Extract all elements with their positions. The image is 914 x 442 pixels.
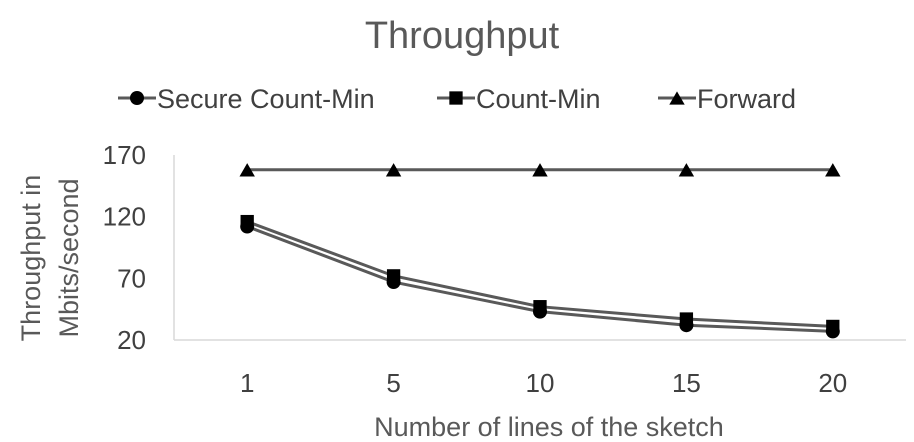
x-tick-label: 20 [818, 368, 847, 398]
x-tick-labels: 1 5 10 15 20 [240, 368, 847, 398]
legend-marker [449, 91, 463, 105]
data-point-marker [386, 269, 401, 283]
y-tick-labels: 20 70 120 170 [103, 140, 146, 355]
series-secure-count-min [240, 219, 840, 339]
y-axis-label-line-2: Mbits/second [54, 178, 84, 337]
data-point-marker [385, 163, 402, 177]
data-point-marker [679, 312, 694, 326]
x-tick-label: 1 [240, 368, 254, 398]
data-point-marker [240, 214, 254, 229]
data-point-marker [825, 163, 841, 177]
y-tick-label: 120 [103, 202, 146, 232]
plot-area [239, 163, 841, 339]
legend-marker [130, 91, 144, 105]
data-point-marker [533, 300, 547, 314]
data-point-marker [678, 163, 695, 177]
y-tick-label: 170 [103, 140, 146, 170]
legend-item: Secure Count-Min [118, 84, 375, 114]
legend-label: Secure Count-Min [157, 84, 375, 114]
chart-title: Throughput [365, 15, 560, 57]
y-tick-label: 20 [117, 325, 146, 355]
y-axis-label: Throughput in Mbits/second [16, 175, 84, 342]
x-axis-label: Number of lines of the sketch [374, 412, 724, 442]
legend-item: Forward [658, 84, 796, 114]
x-tick-label: 5 [386, 368, 400, 398]
series-count-min [240, 214, 840, 334]
legend: Secure Count-Min Count-Min Forward [118, 84, 796, 114]
x-tick-label: 10 [526, 368, 555, 398]
legend-label: Forward [697, 84, 796, 114]
y-axis-label-line-1: Throughput in [16, 175, 46, 342]
series-forward [239, 163, 841, 177]
legend-marker [669, 91, 685, 105]
legend-item: Count-Min [437, 84, 601, 114]
data-point-marker [826, 319, 840, 334]
data-point-marker [239, 163, 255, 177]
y-tick-label: 70 [117, 263, 146, 293]
x-tick-label: 15 [672, 368, 701, 398]
legend-label: Count-Min [476, 84, 601, 114]
data-point-marker [532, 163, 548, 177]
